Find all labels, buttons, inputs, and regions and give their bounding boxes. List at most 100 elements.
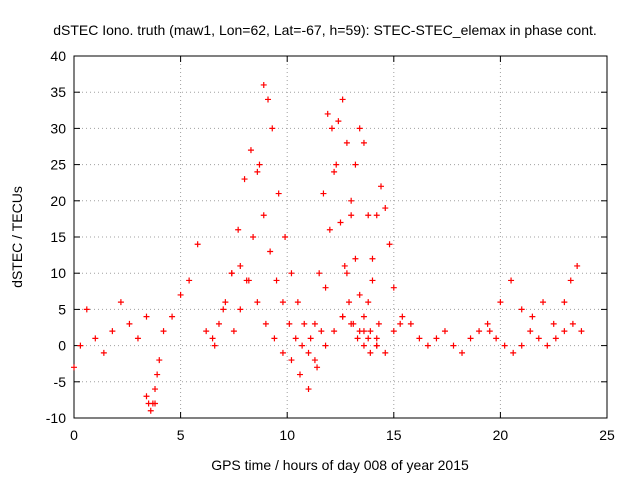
data-point [154, 371, 161, 378]
data-point [493, 335, 500, 342]
data-point [77, 342, 84, 349]
data-point [339, 96, 346, 103]
data-point [320, 190, 327, 197]
data-point [134, 335, 141, 342]
x-tick-label: 5 [177, 427, 185, 443]
y-tick-label: 15 [50, 229, 66, 245]
data-point [92, 335, 99, 342]
data-point [126, 320, 133, 327]
data-point [237, 306, 244, 313]
data-point [222, 299, 229, 306]
y-tick-label: -10 [46, 410, 66, 426]
data-point [209, 335, 216, 342]
data-point [275, 190, 282, 197]
data-point [254, 299, 261, 306]
data-point [497, 299, 504, 306]
data-point [567, 277, 574, 284]
data-point [348, 212, 355, 219]
y-tick-label: 5 [58, 301, 66, 317]
data-point [230, 328, 237, 335]
data-point [324, 110, 331, 117]
data-point [296, 371, 303, 378]
data-point [352, 161, 359, 168]
x-tick-label: 15 [386, 427, 402, 443]
data-point [346, 299, 353, 306]
data-point [375, 320, 382, 327]
data-point [250, 234, 257, 240]
x-tick-label: 20 [493, 427, 509, 443]
data-point [143, 313, 150, 320]
data-point [299, 342, 306, 349]
data-point [100, 349, 107, 356]
data-point [354, 335, 361, 342]
data-point [305, 349, 312, 356]
data-point [540, 299, 547, 306]
data-point [241, 176, 248, 183]
data-point [273, 277, 280, 284]
data-point [279, 349, 286, 356]
data-point [390, 284, 397, 291]
data-point [378, 183, 385, 190]
data-point [550, 320, 557, 327]
data-point [279, 299, 286, 306]
series-3 [311, 110, 380, 356]
data-point [508, 277, 515, 284]
data-point [501, 342, 508, 349]
data-point [510, 349, 517, 356]
y-tick-label: 10 [50, 265, 66, 281]
data-point [262, 320, 269, 327]
data-point [311, 320, 318, 327]
y-tick-label: 35 [50, 84, 66, 100]
data-point [518, 342, 525, 349]
data-point [160, 328, 167, 335]
series-6 [360, 183, 404, 335]
data-point [407, 320, 414, 327]
series-2 [230, 81, 314, 342]
data-point [260, 81, 267, 88]
data-point [535, 335, 542, 342]
data-point [228, 270, 235, 277]
data-point [367, 328, 374, 335]
y-tick-label: 25 [50, 157, 66, 173]
data-point [356, 125, 363, 132]
data-point [282, 234, 289, 240]
y-tick-label: -5 [54, 374, 67, 390]
data-point [459, 349, 466, 356]
data-point [149, 400, 156, 407]
data-point [578, 328, 585, 335]
axis-ticks: 0 5 10 15 20 25 -10 -5 0 5 10 15 20 25 30 35 40 [46, 48, 615, 443]
data-point [333, 161, 340, 168]
data-point [574, 262, 581, 269]
data-point [416, 335, 423, 342]
data-point [109, 328, 116, 335]
data-point [260, 212, 267, 219]
data-point [484, 320, 491, 327]
data-point [294, 299, 301, 306]
data-point [177, 291, 184, 298]
data-point [433, 335, 440, 342]
data-point [341, 262, 348, 269]
x-tick-label: 10 [279, 427, 295, 443]
data-point [152, 386, 159, 393]
data-point [373, 212, 380, 219]
data-point [369, 277, 376, 284]
data-point [360, 342, 367, 349]
data-point [169, 313, 176, 320]
data-point [450, 342, 457, 349]
y-tick-label: 30 [50, 120, 66, 136]
data-point [486, 328, 493, 335]
y-axis-label: dSTEC / TECUs [9, 186, 25, 288]
series-1 [209, 147, 318, 364]
data-point [337, 219, 344, 226]
data-point [424, 342, 431, 349]
x-tick-label: 25 [599, 427, 615, 443]
data-point [254, 168, 261, 175]
data-point [360, 328, 367, 335]
data-marks [71, 81, 585, 414]
data-point [339, 313, 346, 320]
data-point [311, 357, 318, 364]
data-point [318, 328, 325, 335]
data-point [71, 364, 77, 371]
data-point [335, 118, 342, 125]
